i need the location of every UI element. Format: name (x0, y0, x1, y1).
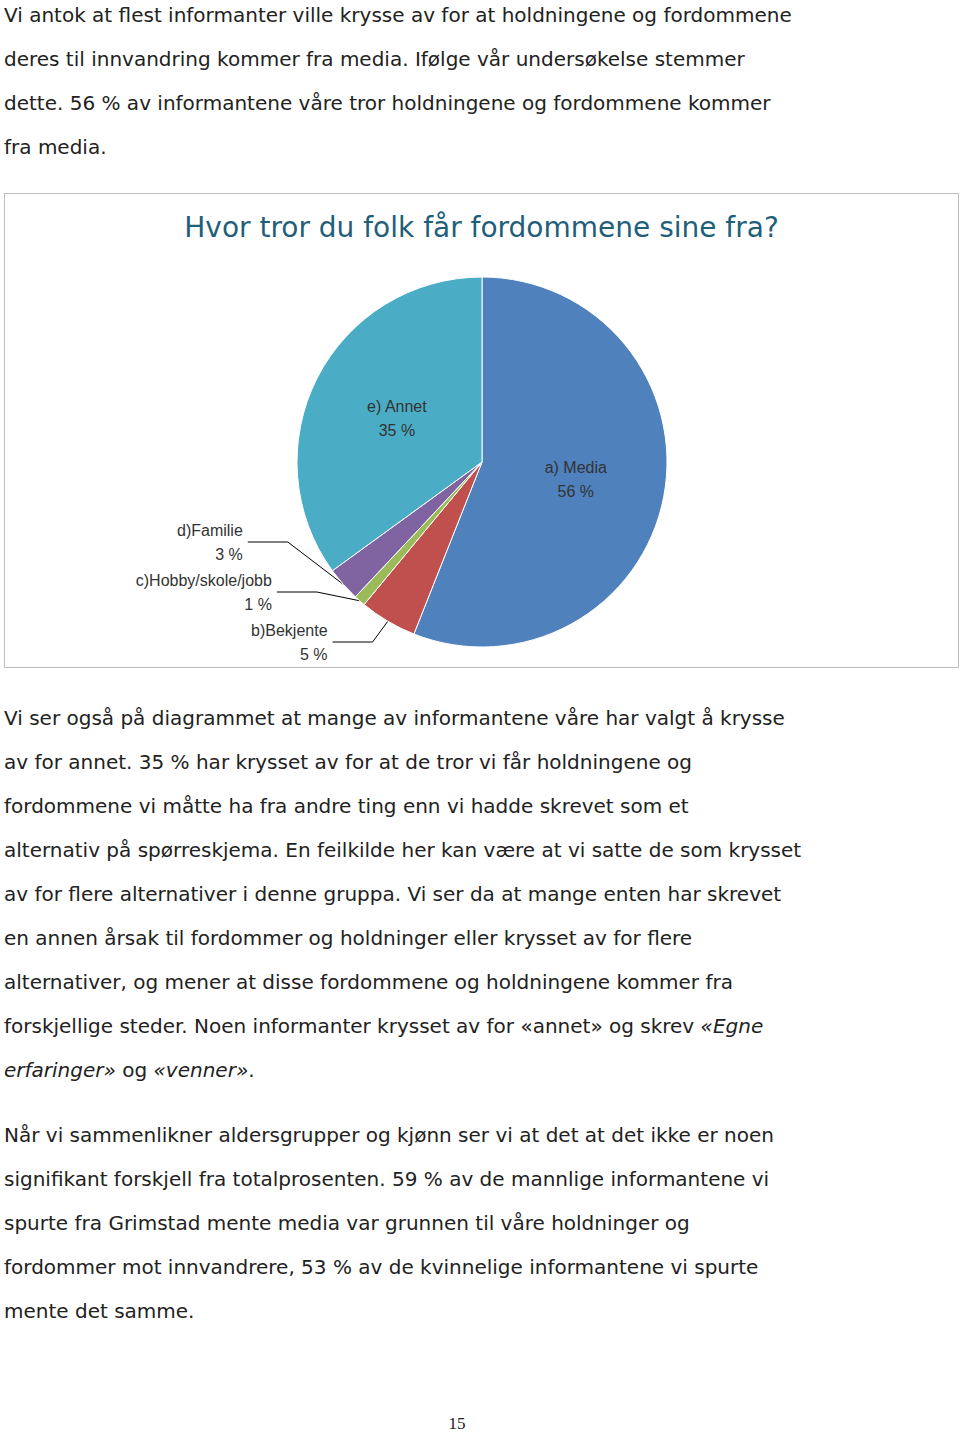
html-text:deres til innvandring kommer f: deres til innvandring kommer fra media. … (4, 47, 745, 71)
html-text:signifikant forskjell fra tota: signifikant forskjell fra totalprosenten… (4, 1167, 770, 1191)
html-text:Når vi sammenlikner aldersgrup: Når vi sammenlikner aldersgrupper og kjø… (4, 1123, 774, 1147)
svg-text:56 %: 56 % (558, 483, 594, 500)
html-text:fra media.: fra media. (4, 135, 107, 159)
svg-text:3 %: 3 % (215, 546, 243, 563)
svg-text:1 %: 1 % (244, 596, 272, 613)
html-text:av for annet. 35 % har krysset: av for annet. 35 % har krysset av for at… (4, 750, 692, 774)
html-text:Vi antok at flest informanter: Vi antok at flest informanter ville krys… (4, 3, 792, 27)
html-text:spurte fra Grimstad mente medi: spurte fra Grimstad mente media var grun… (4, 1211, 690, 1235)
html-text:alternativ på spørreskjema. En: alternativ på spørreskjema. En feilkilde… (4, 838, 802, 862)
html-text:dette. 56 % av informantene vå: dette. 56 % av informantene våre tror ho… (4, 91, 771, 115)
svg-text:d)Familie: d)Familie (177, 522, 243, 539)
html-text:forskjellige steder. Noen info: forskjellige steder. Noen informanter kr… (4, 1014, 764, 1038)
svg-text:Hvor tror du folk får fordomme: Hvor tror du folk får fordommene sine fr… (184, 211, 779, 244)
html-text:alternativer, og mener at diss: alternativer, og mener at disse fordomme… (4, 970, 733, 994)
html-text:en annen årsak til fordommer o: en annen årsak til fordommer og holdning… (4, 926, 693, 950)
svg-text:a) Media: a) Media (545, 459, 607, 476)
html-text:mente det samme.: mente det samme. (4, 1299, 195, 1323)
html-text:15: 15 (448, 1414, 466, 1433)
svg-text:35 %: 35 % (379, 422, 415, 439)
html-text:av for flere alternativer i de: av for flere alternativer i denne gruppa… (4, 882, 782, 906)
html-text:fordommer mot innvandrere, 53: fordommer mot innvandrere, 53 % av de kv… (4, 1255, 759, 1279)
svg-text:5 %: 5 % (300, 646, 328, 663)
html-text:Vi ser også på diagrammet at m: Vi ser også på diagrammet at mange av in… (4, 706, 785, 730)
svg-text:c)Hobby/skole/jobb: c)Hobby/skole/jobb (136, 572, 272, 589)
svg-text:e) Annet: e) Annet (367, 398, 427, 415)
html-text:fordommene vi måtte ha fra and: fordommene vi måtte ha fra andre ting en… (4, 794, 689, 818)
svg-text:b)Bekjente: b)Bekjente (251, 622, 328, 639)
html-text:erfaringer» og «venner».: erfaringer» og «venner». (4, 1058, 255, 1082)
